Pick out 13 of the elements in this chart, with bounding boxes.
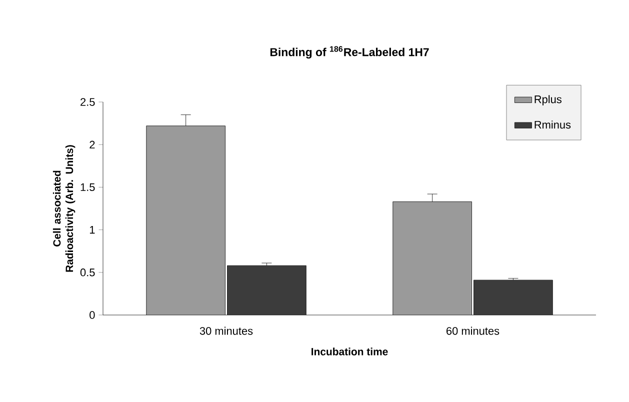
- y-tick-label: 1: [90, 226, 95, 234]
- y-tick-label: 0: [90, 311, 95, 319]
- x-axis-title: Incubation time: [312, 348, 388, 356]
- chart-title: Binding of $^{186}$Re-Labeled 1H7: [270, 46, 429, 58]
- y-tick-label: 2.5: [80, 98, 95, 106]
- legend-label: Rminus: [534, 120, 571, 129]
- legend-label: Rplus: [534, 95, 562, 106]
- y-tick-label: 2: [90, 140, 95, 148]
- y-tick-label: 1.5: [80, 183, 95, 192]
- x-tick-label: 30 minutes: [200, 326, 253, 335]
- y-tick-label: 0.5: [80, 268, 95, 276]
- x-tick-label: 60 minutes: [446, 326, 500, 335]
- y-axis-title: Cell associated Radioactivity (Arb. Units): [52, 145, 76, 272]
